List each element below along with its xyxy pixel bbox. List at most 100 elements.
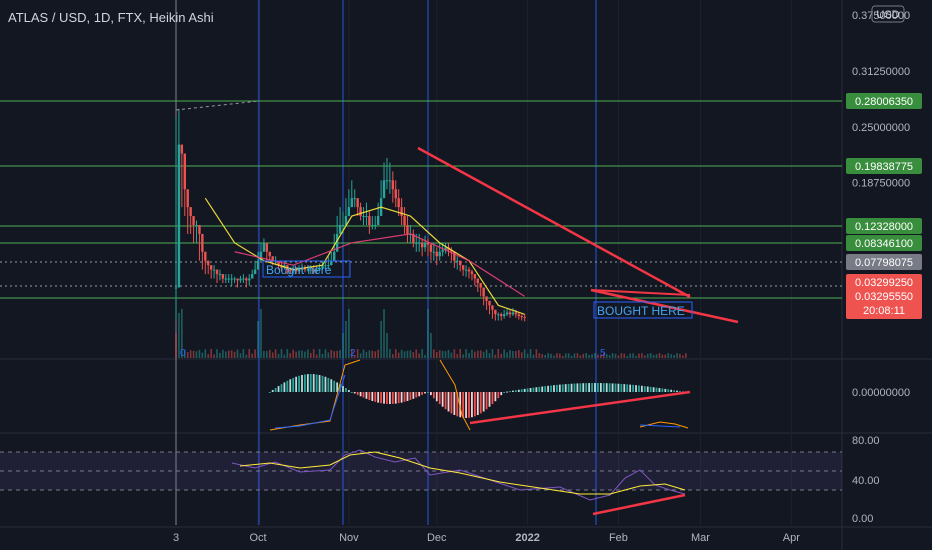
macd-histogram-bar [517, 389, 520, 392]
volume-bar [576, 353, 579, 358]
macd-histogram-bar [679, 391, 681, 393]
rsi-divergence-line [592, 493, 686, 516]
volume-bar [456, 354, 459, 358]
candle [218, 274, 222, 276]
macd-histogram-bar [485, 392, 488, 410]
chart-title[interactable]: ATLAS / USD, 1D, FTX, Heikin Ashi [8, 10, 214, 25]
candle [294, 269, 298, 272]
volume-bar [547, 353, 549, 358]
price-axis-tick: 0.37500000 [852, 10, 910, 22]
price-axis-tick: 0.18750000 [852, 178, 910, 190]
candle [250, 274, 254, 279]
candle [456, 260, 459, 262]
candle [312, 269, 315, 272]
macd-histogram-bar [526, 388, 529, 392]
candle [394, 189, 397, 199]
candle [262, 242, 266, 252]
volume-bar [298, 350, 300, 358]
volume-bar [356, 349, 359, 358]
volume-bar [564, 353, 567, 358]
macd-histogram-bar [403, 392, 406, 402]
volume-bar [518, 350, 520, 358]
candle [432, 251, 436, 253]
candle [508, 312, 512, 315]
volume-bar [307, 349, 309, 358]
volume-bar [649, 353, 652, 358]
currency-button[interactable] [871, 5, 905, 23]
candle [488, 300, 491, 306]
volume-bar [438, 350, 441, 358]
volume-bar [412, 351, 415, 358]
candle [461, 265, 465, 270]
macd-histogram-bar [573, 383, 576, 392]
currency-label[interactable]: USD [876, 9, 899, 21]
macd-histogram-bar [473, 392, 476, 417]
volume-bar [348, 309, 350, 358]
candle [259, 251, 263, 261]
candle [388, 180, 392, 182]
macd-histogram-bar [500, 392, 503, 396]
candle [189, 207, 192, 217]
volume-bar [254, 349, 256, 358]
volume-bar [620, 353, 623, 358]
rsi-axis-tick: 40.00 [852, 475, 880, 487]
macd-histogram-bar [438, 392, 441, 405]
x-axis-tick: Oct [249, 532, 266, 544]
macd-histogram-bar [333, 380, 336, 392]
macd-histogram-bar [585, 383, 588, 392]
candle [420, 242, 424, 248]
candle [450, 249, 453, 252]
macd-histogram-bar [298, 375, 300, 392]
volume-bar [468, 352, 470, 358]
volume-bar [377, 349, 379, 358]
macd-histogram-bar [523, 388, 526, 392]
volume-bar [611, 353, 614, 358]
support-trend-line-short [590, 289, 691, 296]
candle [338, 224, 342, 234]
macd-histogram-bar [605, 383, 608, 392]
candle [347, 207, 351, 217]
volume-bar [268, 349, 271, 358]
volume-bar [336, 350, 338, 358]
candle [306, 269, 310, 271]
price-tag-support-label: 0.19838775 [855, 161, 913, 173]
candle [482, 287, 485, 297]
macd-histogram-bar [617, 383, 620, 392]
macd-histogram-bar [277, 386, 280, 392]
macd-histogram-bar [391, 392, 394, 404]
macd-histogram-bar [643, 386, 646, 392]
candle [368, 216, 371, 225]
macd-histogram-bar [623, 384, 626, 392]
volume-bar [365, 351, 368, 358]
candle [505, 312, 509, 315]
volume-bar [661, 354, 664, 358]
price-tag-support-label: 0.12328000 [855, 221, 913, 233]
candle [239, 278, 242, 281]
volume-bar [655, 354, 658, 358]
volume-bar [198, 349, 201, 358]
volume-bar [435, 352, 438, 358]
candle [491, 305, 494, 310]
macd-histogram-bar [406, 392, 409, 401]
macd-histogram-bar [304, 374, 306, 392]
volume-bar [526, 353, 529, 358]
macd-histogram-bar [614, 383, 617, 392]
volume-bar [444, 351, 447, 358]
volume-bar [327, 352, 330, 358]
macd-histogram-bar [377, 392, 380, 403]
macd-histogram-bar [383, 392, 385, 404]
volume-bar [623, 353, 626, 358]
volume-bar [506, 352, 508, 358]
macd-histogram-bar [652, 387, 655, 392]
candle [400, 207, 403, 217]
volume-bar [418, 353, 420, 358]
macd-histogram-bar [359, 392, 362, 397]
volume-bar [175, 333, 177, 358]
volume-bar [409, 350, 412, 358]
volume-bar [582, 353, 585, 358]
macd-histogram-bar [444, 392, 447, 410]
macd-histogram-bar [459, 392, 462, 418]
macd-histogram-bar [564, 384, 567, 392]
macd-histogram-bar [664, 388, 667, 392]
